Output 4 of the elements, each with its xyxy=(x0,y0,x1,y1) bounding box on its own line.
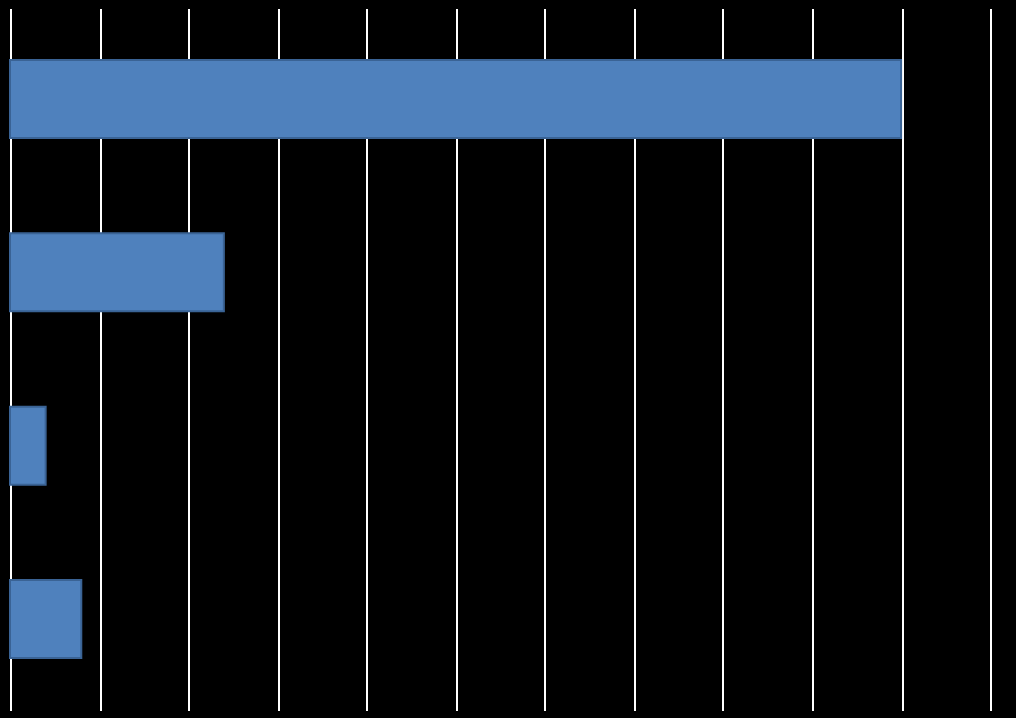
bar xyxy=(9,59,903,139)
bar xyxy=(9,232,225,313)
bar xyxy=(9,579,83,659)
bar xyxy=(9,405,47,486)
